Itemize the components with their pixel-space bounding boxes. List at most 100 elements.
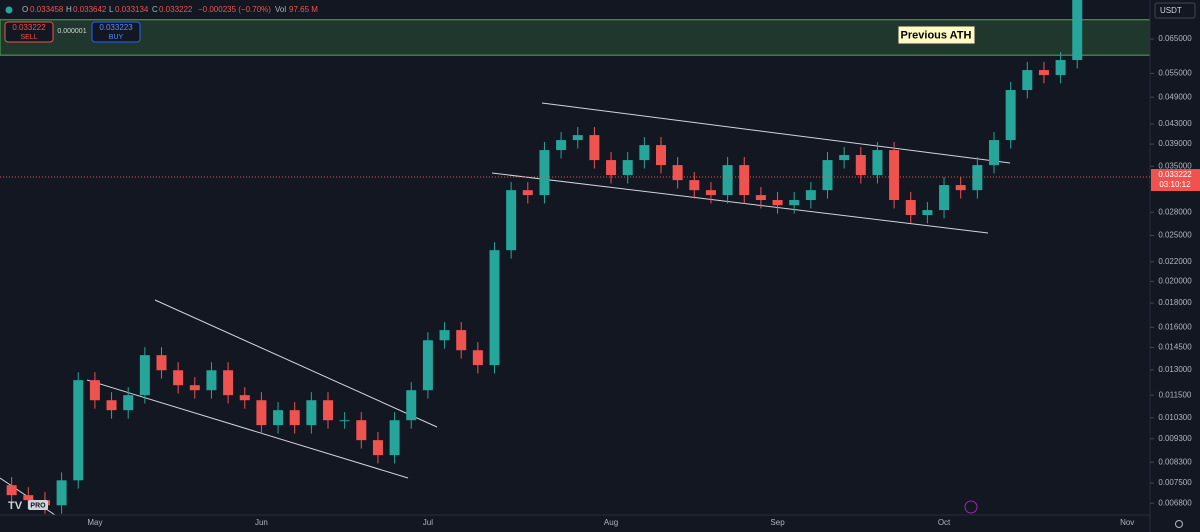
y-tick-label: 0.049000 [1158, 92, 1192, 101]
status-dot [5, 6, 13, 14]
y-tick-label: 0.022000 [1158, 257, 1192, 266]
y-tick-label: 0.006800 [1158, 498, 1192, 507]
open-value: 0.033458 [30, 5, 64, 14]
low-label: L [109, 5, 114, 14]
header: O 0.033458 H 0.033642 L 0.033134 C 0.033… [4, 5, 318, 43]
currency-button[interactable] [1154, 2, 1196, 19]
candle-body [89, 380, 100, 401]
y-tick-label: 0.010300 [1158, 413, 1192, 422]
candle-body [439, 330, 450, 341]
y-tick-label: 0.007500 [1158, 478, 1192, 487]
trendline [86, 379, 409, 479]
candle-body [772, 200, 783, 206]
candle-body [1072, 0, 1083, 61]
y-tick-label: 0.011500 [1159, 390, 1192, 399]
volume-label: Vol [275, 5, 286, 14]
close-label: C [152, 5, 158, 14]
spread: 0.000001 [57, 28, 86, 35]
candle-body [1055, 60, 1066, 76]
annotation: Previous ATH [901, 29, 972, 41]
logo-text: PRO [30, 502, 46, 509]
annotation-box [897, 25, 976, 45]
candle-body [922, 210, 933, 216]
candle-body [955, 185, 966, 191]
candle-body [389, 420, 400, 456]
candle-body [789, 200, 800, 206]
y-tick-label: 0.055000 [1158, 69, 1192, 78]
candle-body [123, 395, 134, 411]
y-tick-label: 0.025000 [1158, 231, 1192, 240]
candle-body [572, 135, 583, 141]
y-tick-label: 0.065000 [1158, 34, 1192, 43]
countdown: 03:10:12 [1159, 180, 1191, 189]
plot-area: Previous ATH [0, 0, 1150, 515]
candle-body [556, 140, 567, 151]
high-label: H [66, 5, 72, 14]
trendlines [0, 102, 1011, 515]
candle-body [273, 410, 284, 426]
candle-body [189, 385, 200, 391]
candle-body [639, 145, 650, 161]
x-tick-label: Nov [1120, 518, 1134, 527]
y-tick-label: 0.043000 [1158, 119, 1192, 128]
candle-body [456, 330, 467, 351]
candle-body [722, 165, 733, 196]
candle-body [306, 400, 317, 426]
x-tick-label: Jun [255, 518, 268, 527]
y-tick-label: 0.013000 [1158, 365, 1192, 374]
x-tick-label: Oct [938, 518, 951, 527]
candle-body [1005, 90, 1016, 141]
candle-body [372, 440, 383, 456]
candle-body [905, 200, 916, 216]
candle-body [256, 400, 267, 426]
buy-label[interactable]: BUY [109, 34, 124, 41]
candle-body [406, 390, 417, 421]
last-price-label: 0.033222 [1158, 170, 1192, 179]
logo: TV [8, 500, 23, 512]
candle-body [672, 165, 683, 181]
candle-body [422, 340, 433, 391]
close-value: 0.033222 [159, 5, 193, 14]
candle-body [705, 190, 716, 196]
candle-body [23, 495, 34, 501]
candle-body [106, 400, 117, 411]
change-value: −0.000235 (−0.70%) [198, 5, 271, 14]
settings-icon[interactable] [1175, 520, 1183, 528]
y-tick-label: 0.009300 [1158, 434, 1192, 443]
candle-body [989, 140, 999, 166]
buy-price[interactable]: 0.033223 [99, 23, 133, 32]
candle-body [689, 180, 700, 191]
sell-price[interactable]: 0.033222 [12, 23, 46, 32]
currency[interactable]: USDT [1160, 6, 1182, 15]
candle-body [223, 370, 234, 396]
candle-body [339, 420, 350, 422]
x-tick-label: May [87, 518, 102, 527]
x-tick-label: Aug [604, 518, 618, 527]
buy-button[interactable] [91, 21, 141, 43]
candle-body [506, 190, 517, 251]
y-tick-label: 0.014500 [1158, 343, 1192, 352]
candle-body [289, 410, 300, 426]
candle-body [1022, 70, 1033, 91]
candle-body [972, 165, 983, 191]
candle-body [73, 380, 84, 481]
y-tick-label: 0.016000 [1158, 322, 1192, 331]
trendline [541, 102, 1011, 164]
candle-body [606, 160, 617, 176]
y-tick-label: 0.039000 [1158, 139, 1192, 148]
sell-button[interactable] [4, 21, 54, 43]
alert-icon[interactable] [964, 500, 978, 514]
y-tick-label: 0.035000 [1158, 161, 1192, 170]
candle-body [939, 185, 950, 211]
x-tick-label: Jul [423, 518, 433, 527]
last-price-box [1151, 169, 1200, 192]
candle-body [173, 370, 184, 386]
candle-body [239, 395, 250, 401]
sell-label[interactable]: SELL [20, 34, 37, 41]
y-tick-label: 0.028000 [1158, 207, 1192, 216]
candle-body [6, 485, 17, 496]
candle-body [622, 160, 633, 176]
candle-body [805, 190, 816, 201]
